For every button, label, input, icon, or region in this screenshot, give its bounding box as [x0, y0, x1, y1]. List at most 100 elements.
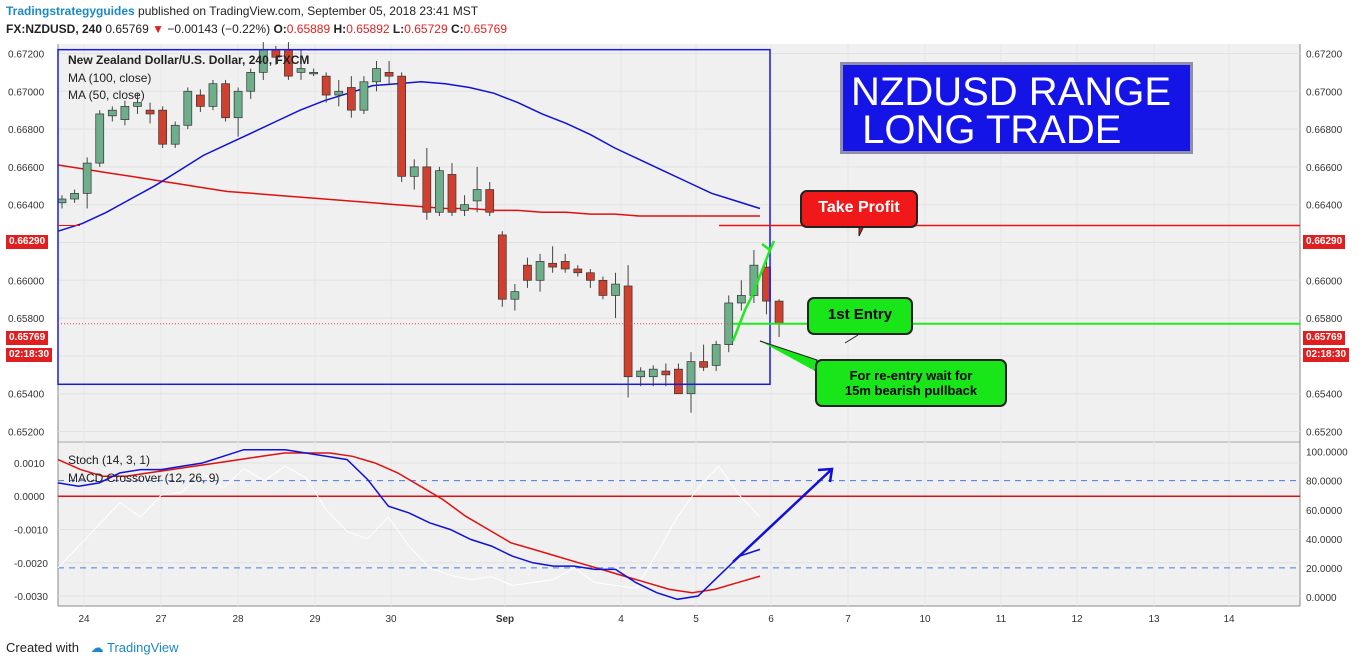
candle: [548, 262, 557, 268]
take-profit-pointer: [858, 227, 864, 237]
candle: [686, 361, 696, 395]
y-tick-label-left: 0.67000: [8, 87, 45, 98]
footer: Created with ☁ TradingView: [6, 640, 179, 656]
candle: [648, 368, 658, 378]
candle: [346, 87, 356, 111]
candle: [57, 198, 67, 204]
candle: [296, 68, 306, 73]
ind-y-tick-left: -0.0030: [14, 592, 48, 603]
candle: [435, 170, 444, 213]
macd-line: [57, 448, 761, 601]
candle: [523, 264, 532, 281]
ind-y-tick-right: 100.0000: [1306, 448, 1348, 459]
y-tick-label-right: 0.66400: [1306, 201, 1343, 212]
last-price-tag-left: 0.65769: [6, 331, 49, 345]
candle: [120, 106, 130, 120]
candle: [183, 90, 193, 126]
candle: [636, 370, 646, 378]
take-profit-callout: Take Profit: [800, 190, 918, 228]
range-box: [57, 48, 771, 386]
candle: [611, 283, 620, 296]
symbol-label: FX:NZDUSD, 240: [6, 22, 103, 36]
candle: [246, 72, 256, 92]
legend-ma50[interactable]: MA (50, close): [68, 88, 145, 102]
down-arrow-icon: ▼: [152, 22, 164, 36]
candle: [774, 300, 784, 325]
low-value: 0.65729: [404, 22, 448, 36]
candle: [221, 83, 230, 119]
y-tick-label-left: 0.66000: [8, 276, 45, 287]
author-link[interactable]: Tradingstrategyguides: [6, 4, 135, 18]
y-tick-label-left: 0.65200: [8, 428, 45, 439]
legend-macd[interactable]: MACD Crossover (12, 26, 9): [68, 471, 220, 485]
candle: [460, 204, 469, 211]
candle: [208, 83, 218, 107]
chart-title: New Zealand Dollar/U.S. Dollar, 240, FXC…: [68, 53, 310, 67]
green-arrow: [731, 249, 772, 342]
footer-brand[interactable]: TradingView: [107, 640, 179, 655]
x-tick-label: 27: [155, 614, 167, 625]
first-entry-callout: 1st Entry: [807, 297, 913, 335]
footer-created: Created with: [6, 640, 79, 655]
ind-y-tick-right: 60.0000: [1306, 506, 1343, 517]
entry-pointer: [844, 334, 859, 344]
indicator-pane: 0.0010 0.0000 -0.0010 -0.0020 -0.0030 100.000…: [14, 448, 1348, 604]
y-tick-label-left: 0.66600: [8, 163, 45, 174]
candle: [334, 90, 344, 96]
candle: [623, 285, 633, 378]
y-tick-label-right: 0.65800: [1306, 314, 1343, 325]
ind-y-tick-left: -0.0020: [14, 559, 48, 570]
countdown-tag-left: 02:18:30: [6, 348, 53, 362]
high-value: 0.65892: [346, 22, 390, 36]
candle: [170, 124, 180, 145]
candle: [699, 361, 708, 368]
candle: [145, 109, 155, 115]
reentry-line-2: 15m bearish pullback: [844, 383, 978, 398]
ind-y-tick-left: -0.0010: [14, 525, 48, 536]
x-tick-label: 6: [768, 614, 774, 625]
candle: [233, 90, 243, 119]
y-tick-label-left: 0.65800: [8, 314, 45, 325]
candle: [510, 291, 520, 300]
x-tick-label: 30: [385, 614, 397, 625]
symbol-ohlc: FX:NZDUSD, 240 0.65769 ▼ −0.00143 (−0.22…: [6, 22, 508, 36]
candle: [384, 72, 394, 77]
x-tick-label: 14: [1223, 614, 1235, 625]
y-tick-label-right: 0.66800: [1306, 125, 1343, 136]
candle: [711, 344, 721, 366]
y-tick-label-left: 0.65400: [8, 390, 45, 401]
signal-line: [57, 452, 761, 594]
green-arrow-head: [761, 240, 776, 252]
candle: [359, 81, 369, 111]
title-line-1: NZDUSD RANGE: [851, 70, 1172, 114]
candle: [573, 268, 583, 274]
publish-text: published on TradingView.com, September …: [134, 4, 479, 18]
ind-y-tick-left: 0.0000: [14, 492, 45, 503]
tradingview-logo-icon: ☁: [90, 640, 104, 655]
close-value: 0.65769: [463, 22, 508, 36]
price-change: −0.00143 (−0.22%): [167, 22, 271, 36]
x-tick-label: 4: [618, 614, 624, 625]
x-tick-label: 10: [919, 614, 931, 625]
legend-stoch[interactable]: Stoch (14, 3, 1): [68, 453, 151, 467]
y-tick-label-right: 0.67000: [1306, 87, 1343, 98]
ind-y-tick-right: 20.0000: [1306, 564, 1343, 575]
x-tick-label: 28: [232, 614, 244, 625]
annotations: [731, 227, 864, 563]
candle: [736, 295, 746, 304]
title-line-2: LONG TRADE: [851, 108, 1122, 152]
candle: [674, 368, 683, 395]
y-tick-label-right: 0.65200: [1306, 428, 1343, 439]
candle: [497, 234, 507, 300]
candle: [133, 102, 142, 107]
candle: [82, 162, 92, 194]
x-tick-label: 5: [693, 614, 699, 625]
last-price: 0.65769: [105, 22, 149, 36]
candle: [309, 72, 318, 75]
candle: [422, 166, 432, 213]
ind-y-tick-left: 0.0010: [14, 459, 45, 470]
price-pane: 0.67200 0.67200 0.67000 0.67000 0.66800 0.668…: [8, 42, 1343, 625]
candle: [535, 261, 545, 281]
legend-ma100[interactable]: MA (100, close): [68, 71, 152, 85]
candle: [107, 109, 117, 117]
